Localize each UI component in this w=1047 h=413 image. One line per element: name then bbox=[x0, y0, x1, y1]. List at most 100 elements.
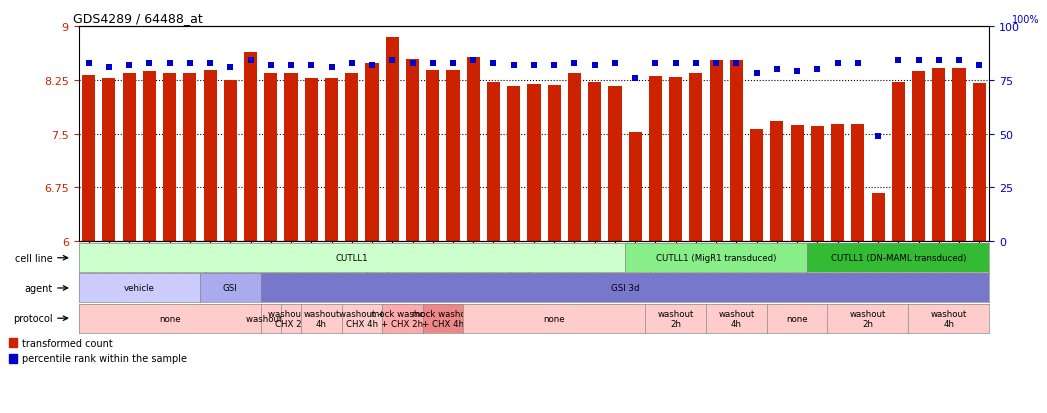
Point bbox=[303, 62, 319, 69]
Text: CUTLL1: CUTLL1 bbox=[335, 254, 369, 263]
Bar bbox=[9, 339, 18, 347]
Point bbox=[931, 58, 948, 64]
Bar bbox=[851, 124, 865, 242]
Bar bbox=[669, 78, 683, 242]
Text: GSI 3d: GSI 3d bbox=[610, 284, 640, 293]
Bar bbox=[710, 60, 722, 242]
Bar bbox=[446, 71, 460, 242]
Point bbox=[363, 62, 380, 69]
Point bbox=[768, 66, 785, 73]
Point bbox=[485, 60, 502, 66]
Bar bbox=[750, 129, 763, 242]
Point bbox=[971, 62, 987, 69]
Point bbox=[141, 60, 158, 66]
Point bbox=[506, 62, 522, 69]
Point bbox=[343, 60, 360, 66]
Bar bbox=[689, 74, 703, 242]
Point bbox=[749, 71, 765, 77]
Bar bbox=[385, 38, 399, 242]
Point bbox=[424, 60, 441, 66]
Bar bbox=[507, 87, 520, 242]
Bar bbox=[406, 60, 419, 242]
Point bbox=[283, 62, 299, 69]
Bar bbox=[892, 83, 905, 242]
Text: vehicle: vehicle bbox=[124, 284, 155, 293]
Bar bbox=[285, 74, 297, 242]
Bar bbox=[346, 74, 358, 242]
Point bbox=[688, 60, 705, 66]
Point bbox=[708, 60, 725, 66]
Point bbox=[445, 60, 462, 66]
Bar bbox=[528, 85, 540, 242]
Point bbox=[161, 60, 178, 66]
Text: washout 2h: washout 2h bbox=[246, 314, 296, 323]
Point bbox=[101, 64, 117, 71]
Bar bbox=[325, 78, 338, 242]
Bar bbox=[628, 133, 642, 242]
Point bbox=[809, 66, 826, 73]
Bar bbox=[467, 58, 480, 242]
Bar bbox=[203, 71, 217, 242]
Point bbox=[849, 60, 866, 66]
Bar bbox=[9, 354, 18, 363]
Point bbox=[263, 62, 280, 69]
Bar bbox=[588, 83, 601, 242]
Bar bbox=[264, 74, 277, 242]
Point bbox=[465, 58, 482, 64]
Text: mock washout
+ CHX 2h: mock washout + CHX 2h bbox=[371, 309, 433, 328]
Text: protocol: protocol bbox=[14, 313, 52, 323]
Text: washout +
CHX 2h: washout + CHX 2h bbox=[268, 309, 314, 328]
Text: transformed count: transformed count bbox=[22, 338, 112, 348]
Point bbox=[627, 75, 644, 82]
Point bbox=[384, 58, 401, 64]
Point bbox=[606, 60, 623, 66]
Bar bbox=[730, 60, 743, 242]
Bar bbox=[871, 194, 885, 242]
Bar bbox=[790, 126, 804, 242]
Bar bbox=[548, 85, 561, 242]
Text: CUTLL1 (DN-MAML transduced): CUTLL1 (DN-MAML transduced) bbox=[830, 254, 966, 263]
Text: washout
2h: washout 2h bbox=[658, 309, 694, 328]
Point bbox=[890, 58, 907, 64]
Point bbox=[81, 60, 97, 66]
Point bbox=[566, 60, 583, 66]
Point bbox=[545, 62, 562, 69]
Bar bbox=[224, 81, 237, 242]
Bar bbox=[831, 125, 844, 242]
Bar bbox=[426, 71, 440, 242]
Bar bbox=[649, 77, 662, 242]
Bar bbox=[122, 74, 136, 242]
Bar bbox=[244, 52, 258, 242]
Point bbox=[120, 62, 137, 69]
Bar bbox=[142, 72, 156, 242]
Text: washout
4h: washout 4h bbox=[304, 309, 339, 328]
Bar bbox=[771, 122, 783, 242]
Text: cell line: cell line bbox=[15, 253, 52, 263]
Point bbox=[324, 64, 340, 71]
Text: GDS4289 / 64488_at: GDS4289 / 64488_at bbox=[73, 12, 203, 25]
Text: washout +
CHX 4h: washout + CHX 4h bbox=[339, 309, 385, 328]
Text: washout
2h: washout 2h bbox=[850, 309, 886, 328]
Text: 100%: 100% bbox=[1012, 15, 1040, 25]
Bar bbox=[608, 87, 622, 242]
Point bbox=[404, 60, 421, 66]
Point bbox=[829, 60, 846, 66]
Text: percentile rank within the sample: percentile rank within the sample bbox=[22, 353, 186, 363]
Text: mock washout
+ CHX 4h: mock washout + CHX 4h bbox=[411, 309, 474, 328]
Point bbox=[242, 58, 259, 64]
Point bbox=[870, 133, 887, 140]
Point bbox=[728, 60, 744, 66]
Bar bbox=[163, 74, 176, 242]
Text: washout
4h: washout 4h bbox=[718, 309, 755, 328]
Point bbox=[222, 64, 239, 71]
Point bbox=[202, 60, 219, 66]
Bar bbox=[82, 76, 95, 242]
Bar bbox=[103, 78, 115, 242]
Bar bbox=[183, 74, 197, 242]
Bar bbox=[567, 74, 581, 242]
Text: none: none bbox=[159, 314, 180, 323]
Text: CUTLL1 (MigR1 transduced): CUTLL1 (MigR1 transduced) bbox=[656, 254, 776, 263]
Bar bbox=[305, 79, 318, 242]
Bar bbox=[973, 84, 986, 242]
Text: GSI: GSI bbox=[223, 284, 238, 293]
